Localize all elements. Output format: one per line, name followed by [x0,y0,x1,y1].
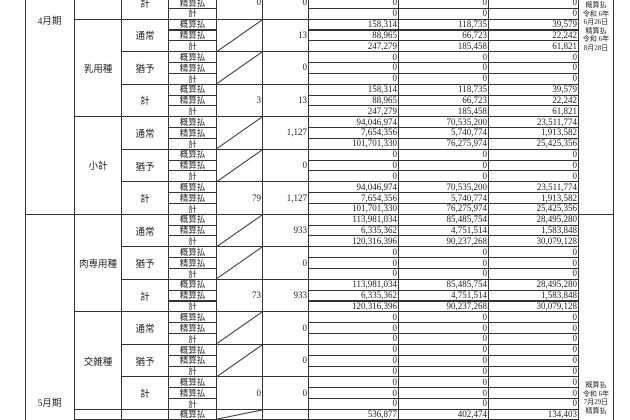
note-line: 精算払 [585,26,607,35]
category-cell [74,0,122,20]
category-cell: 肉専用種 [74,213,122,313]
row-label: 概算払 [168,408,217,420]
note-line: 令和 6年 [582,35,610,44]
count-cell: 933 [262,278,309,313]
count-cell: 0 [262,343,309,378]
count-cell: 0 [262,148,309,183]
note-line: 8月28日 [583,43,609,52]
note-cell-may [577,214,614,420]
period-cell-may [25,214,75,420]
count-cell [262,408,309,420]
diagonal-strike [217,410,262,419]
subcategory-cell: 計 [121,0,169,20]
subcategory-cell: 猶予 [121,343,169,378]
note-line: 概算払 [585,1,607,9]
subcategory-cell: 計 [121,83,169,118]
headcount-cell [216,116,263,150]
category-cell [74,408,122,420]
note-april: 概算払 令和 6年 6月26日 精算払 令和 6年 8月28日 [578,1,614,53]
headcount-cell: 79 [216,181,263,215]
period-cell-april [25,0,75,215]
subcategory-cell: 通常 [121,18,169,53]
subcategory-cell [121,408,169,420]
subcategory-cell: 通常 [121,213,169,248]
amount-total: 536,877 [308,408,399,420]
headcount-cell [216,311,263,345]
category-cell: 小計 [74,116,122,215]
subcategory-cell: 計 [121,181,169,215]
note-line: 令和 6年 [582,9,610,18]
diagonal-strike [217,215,262,247]
diagonal-strike [217,52,262,84]
headcount-cell [216,18,263,53]
subcategory-cell: 計 [121,278,169,313]
count-cell: 13 [262,83,309,118]
diagonal-strike [217,20,262,52]
headcount-cell [216,213,263,248]
diagonal-strike [217,150,262,182]
count-cell: 933 [262,213,309,248]
subcategory-cell: 猶予 [121,51,169,85]
headcount-cell: 3 [216,83,263,118]
diagonal-strike [217,312,262,344]
period-label-april: 4月期 [37,17,62,27]
headcount-cell [216,148,263,183]
subcategory-cell: 通常 [121,116,169,150]
count-cell: 0 [262,51,309,85]
note-may: 概算払 令和 6年 7月29日 精算払 [578,381,614,415]
headcount-cell: 0 [216,376,263,410]
note-line: 令和 6年 [582,389,610,398]
headcount-cell: 73 [216,278,263,313]
diagonal-strike [217,247,262,279]
subcategory-cell: 計 [121,376,169,410]
note-line: 7月29日 [583,398,609,407]
count-cell: 0 [262,246,309,280]
count-cell: 0 [262,376,309,410]
note-cell-april [577,0,614,215]
headcount-cell [216,246,263,280]
category-cell: 乳用種 [74,18,122,118]
diagonal-strike [217,117,262,149]
note-line: 6月26日 [583,18,609,27]
count-cell: 0 [262,311,309,345]
count-cell: 1,127 [262,116,309,150]
subcategory-cell: 猶予 [121,148,169,183]
count-cell: 13 [262,18,309,53]
headcount-cell [216,408,263,420]
headcount-cell: 0 [216,0,263,20]
headcount-cell [216,51,263,85]
count-cell: 0 [262,0,309,20]
headcount-cell [216,343,263,378]
note-line: 概算払 [585,381,607,389]
period-label-may: 5月期 [37,399,62,409]
category-cell: 交雑種 [74,311,122,410]
subcategory-cell: 通常 [121,311,169,345]
note-line: 精算払 [585,406,607,415]
count-cell: 1,127 [262,181,309,215]
amount-national: 402,474 [398,408,489,420]
subcategory-cell: 猶予 [121,246,169,280]
diagonal-strike [217,345,262,377]
amount-producer: 134,403 [488,408,579,420]
